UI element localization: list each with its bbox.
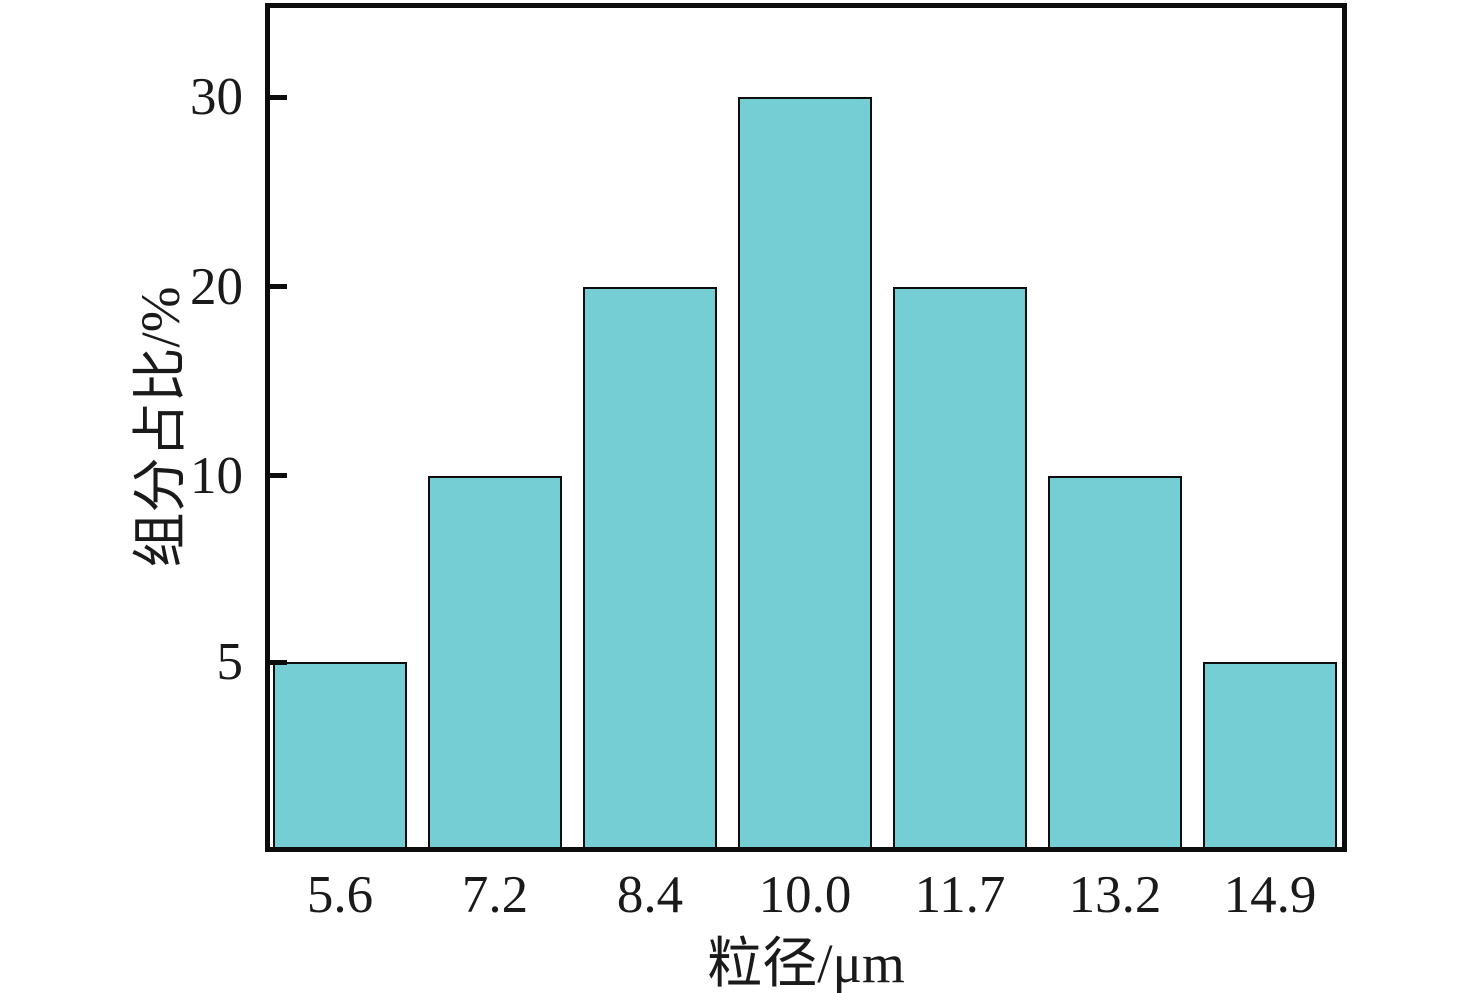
x-tick-label-7.2: 7.2 (461, 866, 529, 924)
y-axis-title: 组分占比/% (130, 286, 191, 568)
bar-13.2 (1048, 476, 1182, 847)
bar-5.6 (273, 662, 407, 847)
x-tick-label-11.7: 11.7 (914, 866, 1006, 924)
bar-11.7 (893, 287, 1027, 847)
y-tick-label-5: 5 (216, 633, 244, 691)
y-tick-mark-10 (270, 473, 287, 478)
bar-8.4 (583, 287, 717, 847)
y-tick-mark-30 (270, 95, 287, 100)
bar-10.0 (738, 97, 872, 847)
bar-14.9 (1203, 662, 1337, 847)
y-tick-mark-20 (270, 284, 287, 289)
y-tick-mark-5 (270, 660, 287, 665)
x-tick-label-5.6: 5.6 (306, 866, 374, 924)
plot-area (265, 3, 1347, 852)
y-tick-label-20: 20 (190, 258, 243, 316)
x-tick-label-10.0: 10.0 (758, 866, 852, 924)
x-tick-label-8.4: 8.4 (616, 866, 684, 924)
bar-7.2 (428, 476, 562, 847)
y-tick-label-30: 30 (190, 68, 243, 126)
y-tick-label-10: 10 (190, 447, 243, 505)
x-tick-label-14.9: 14.9 (1223, 866, 1317, 924)
x-axis-title: 粒径/μm (707, 933, 905, 993)
x-tick-label-13.2: 13.2 (1068, 866, 1162, 924)
